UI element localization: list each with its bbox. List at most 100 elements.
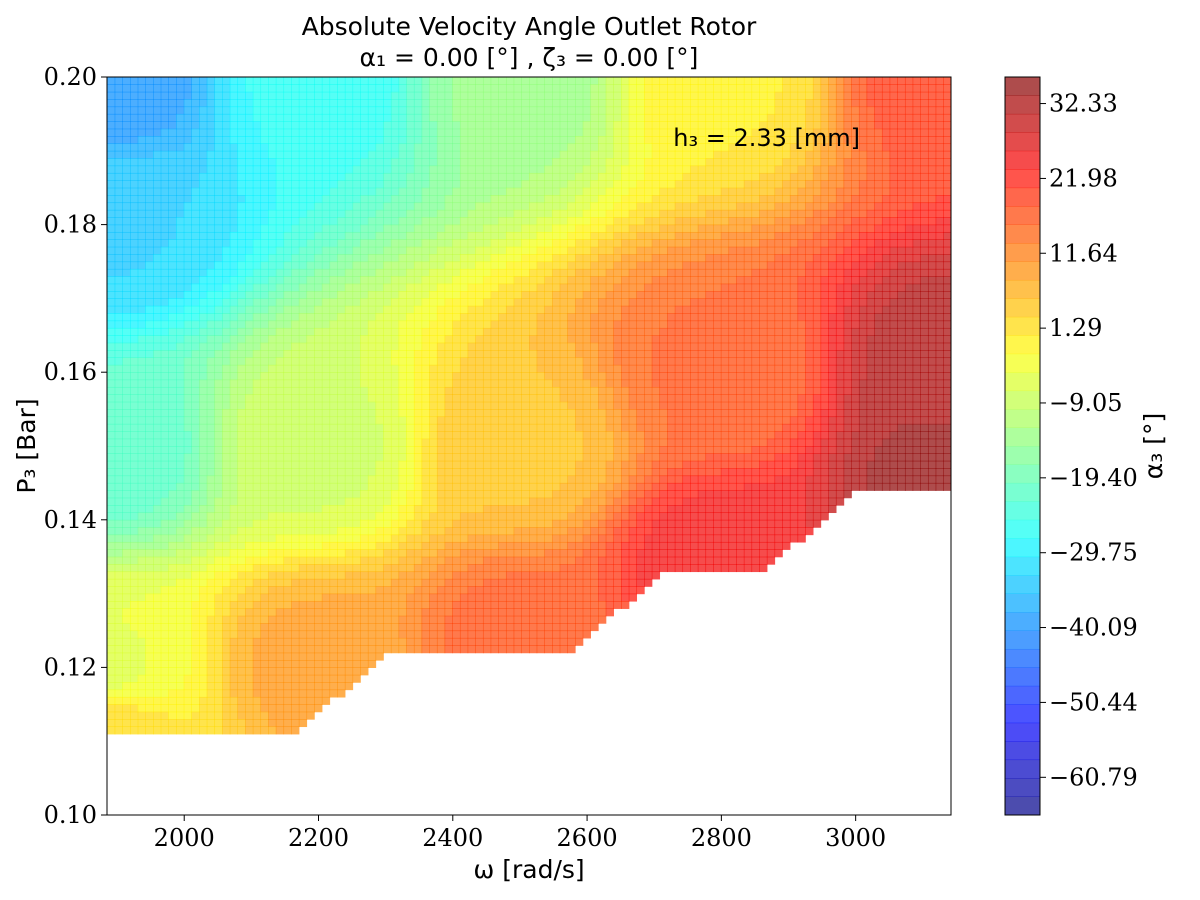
contour-cell bbox=[413, 394, 423, 403]
contour-cell bbox=[298, 623, 308, 632]
contour-cell bbox=[130, 409, 139, 418]
contour-cell bbox=[544, 475, 553, 484]
contour-cell bbox=[329, 468, 338, 477]
contour-cell bbox=[398, 283, 407, 292]
contour-cell bbox=[444, 527, 453, 536]
contour-cell bbox=[482, 187, 492, 196]
contour-cell bbox=[107, 667, 116, 676]
contour-cell bbox=[298, 180, 308, 189]
contour-cell bbox=[467, 593, 476, 602]
contour-cell bbox=[429, 593, 438, 602]
contour-cell bbox=[390, 172, 400, 181]
contour-cell bbox=[444, 143, 453, 152]
contour-cell bbox=[168, 77, 177, 85]
contour-cell bbox=[122, 283, 131, 292]
contour-cell bbox=[252, 475, 262, 484]
contour-cell bbox=[191, 630, 200, 639]
contour-cell bbox=[245, 268, 254, 277]
contour-cell bbox=[314, 254, 323, 263]
contour-cell bbox=[160, 645, 169, 654]
contour-cell bbox=[475, 630, 484, 639]
contour-cell bbox=[206, 327, 216, 336]
contour-cell bbox=[183, 128, 192, 137]
contour-cell bbox=[529, 512, 538, 521]
contour-cell bbox=[183, 674, 192, 683]
contour-cell bbox=[260, 586, 269, 595]
contour-cell bbox=[160, 401, 169, 410]
contour-cell bbox=[398, 195, 407, 204]
contour-cell bbox=[498, 84, 507, 93]
contour-cell bbox=[122, 372, 131, 381]
contour-cell bbox=[536, 91, 545, 100]
contour-cell bbox=[529, 578, 538, 587]
contour-cell bbox=[406, 187, 415, 196]
contour-cell bbox=[137, 350, 146, 359]
contour-cell bbox=[306, 224, 315, 233]
contour-cell bbox=[467, 423, 476, 432]
contour-cell bbox=[490, 165, 499, 174]
contour-cell bbox=[529, 150, 538, 159]
contour-cell bbox=[314, 571, 323, 580]
contour-cell bbox=[444, 224, 453, 233]
contour-cell bbox=[498, 91, 507, 100]
contour-cell bbox=[398, 327, 407, 336]
contour-cell bbox=[406, 239, 415, 248]
contour-cell bbox=[137, 416, 146, 425]
contour-cell bbox=[413, 320, 423, 329]
contour-cell bbox=[114, 468, 123, 477]
contour-cell bbox=[444, 637, 453, 646]
contour-cell bbox=[183, 711, 192, 720]
contour-cell bbox=[114, 490, 123, 499]
contour-cell bbox=[459, 209, 469, 218]
contour-cell bbox=[191, 276, 200, 285]
contour-cell bbox=[383, 195, 392, 204]
contour-cell bbox=[298, 106, 308, 115]
contour-cell bbox=[291, 637, 300, 646]
contour-cell bbox=[153, 128, 162, 137]
contour-cell bbox=[467, 327, 476, 336]
contour-cell bbox=[467, 99, 476, 108]
contour-cell bbox=[237, 556, 246, 565]
contour-cell bbox=[452, 313, 461, 322]
contour-cell bbox=[291, 475, 300, 484]
contour-cell bbox=[459, 409, 469, 418]
contour-cell bbox=[199, 165, 208, 174]
contour-cell bbox=[367, 172, 377, 181]
contour-cell bbox=[406, 446, 415, 454]
contour-cell bbox=[199, 143, 208, 152]
contour-cell bbox=[498, 409, 507, 418]
contour-cell bbox=[153, 231, 162, 240]
contour-cell bbox=[114, 364, 123, 373]
contour-cell bbox=[245, 571, 254, 580]
contour-cell bbox=[229, 556, 239, 565]
contour-cell bbox=[268, 342, 277, 351]
contour-cell bbox=[107, 512, 116, 521]
contour-cell bbox=[544, 143, 553, 152]
contour-cell bbox=[490, 335, 499, 344]
contour-cell bbox=[107, 165, 116, 174]
contour-cell bbox=[383, 512, 392, 521]
contour-cell bbox=[275, 586, 285, 595]
contour-cell bbox=[130, 512, 139, 521]
contour-cell bbox=[475, 91, 484, 100]
contour-cell bbox=[145, 512, 154, 521]
contour-cell bbox=[206, 99, 216, 108]
contour-cell bbox=[413, 564, 423, 573]
contour-cell bbox=[459, 276, 469, 285]
contour-cell bbox=[329, 564, 338, 573]
contour-cell bbox=[183, 158, 192, 167]
contour-cell bbox=[536, 121, 545, 130]
contour-cell bbox=[398, 416, 407, 425]
contour-cell bbox=[206, 283, 216, 292]
contour-cell bbox=[490, 586, 499, 595]
contour-cell bbox=[329, 615, 338, 624]
contour-cell bbox=[114, 158, 123, 167]
contour-cell bbox=[444, 409, 453, 418]
contour-cell bbox=[245, 320, 254, 329]
contour-cell bbox=[352, 534, 361, 543]
contour-cell bbox=[352, 305, 361, 314]
contour-cell bbox=[222, 254, 231, 263]
contour-cell bbox=[436, 298, 446, 307]
contour-cell bbox=[130, 99, 139, 108]
contour-cell bbox=[452, 350, 461, 359]
